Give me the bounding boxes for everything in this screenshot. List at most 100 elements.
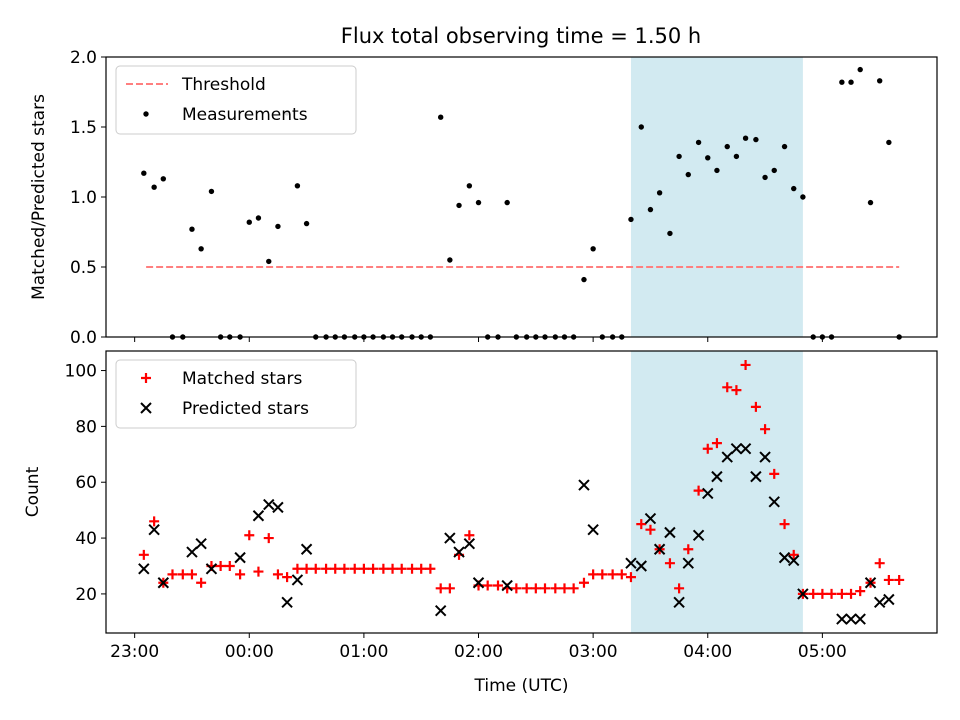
y-tick-label: 0.0: [70, 328, 97, 348]
legend: Threshold Measurements: [115, 65, 357, 135]
matched-star-point: [636, 519, 647, 530]
predicted-star-point: [653, 543, 666, 555]
matched-star-point: [368, 563, 379, 574]
matched-star-point: [530, 583, 541, 594]
matched-star-point: [779, 519, 790, 530]
measurement-point: [705, 155, 711, 161]
measurement-point: [876, 78, 883, 84]
matched-star-point: [396, 563, 407, 574]
matched-star-point: [846, 588, 857, 599]
measurement-point: [742, 135, 749, 141]
matched-star-point: [702, 443, 713, 454]
predicted-star-point: [797, 588, 809, 600]
matched-star-point: [253, 566, 264, 577]
matched-star-point: [235, 569, 246, 580]
matched-star-point: [149, 516, 160, 527]
matched-star-point: [196, 577, 207, 588]
figure-title: Flux total observing time = 1.50 h: [341, 24, 701, 48]
measurement-point: [695, 139, 702, 146]
legend-label: Measurements: [182, 105, 308, 125]
predicted-star-point: [836, 613, 848, 625]
predicted-star-point: [234, 551, 246, 564]
measurement-point: [437, 114, 444, 120]
matched-star-point: [664, 558, 675, 569]
matched-star-point: [588, 569, 599, 580]
matched-star-point: [301, 563, 312, 574]
measurement-point: [886, 139, 892, 146]
measurement-point: [275, 223, 281, 230]
predicted-star-point: [750, 470, 762, 483]
matched-star-point: [349, 563, 360, 574]
predicted-star-point: [702, 487, 714, 500]
matched-star-point: [836, 588, 847, 599]
measurement-point: [839, 79, 845, 85]
predicted-star-point: [263, 498, 275, 511]
measurement-point: [647, 206, 654, 213]
measurement-point: [141, 170, 147, 176]
legend-matched-swatch: [141, 373, 151, 383]
predicted-star-point: [195, 537, 207, 550]
matched-star-point: [425, 563, 436, 574]
matched-star-point: [616, 569, 627, 580]
measurement-point: [581, 276, 587, 283]
predicted-star-point: [587, 523, 599, 536]
predicted-star-point: [300, 543, 313, 555]
predicted-star-point: [759, 451, 771, 463]
predicted-star-point: [252, 510, 265, 522]
y-axis-label: Count: [23, 466, 43, 517]
matched-star-point: [378, 563, 389, 574]
legend-measurement-swatch: [143, 111, 149, 117]
predicted-star-point: [788, 554, 800, 567]
predicted-star-point: [730, 443, 743, 455]
legend-box: [115, 359, 357, 429]
legend-label: Threshold: [181, 75, 266, 95]
predicted-star-point: [635, 560, 647, 572]
matched-star-point: [788, 549, 799, 560]
matched-star-point: [464, 530, 475, 541]
matched-star-point: [387, 563, 398, 574]
predicted-star-point: [673, 596, 685, 608]
matched-star-point: [607, 569, 618, 580]
predicted-star-point: [845, 613, 857, 625]
matched-star-point: [855, 586, 866, 597]
y-tick-label: 1.0: [70, 188, 97, 208]
predicted-star-point: [711, 470, 723, 483]
matched-star-point: [186, 569, 197, 580]
predicted-star-point: [721, 451, 733, 463]
predicted-star-point: [578, 479, 590, 491]
matched-star-point: [683, 544, 694, 555]
y-tick-label: 60: [75, 473, 97, 493]
matched-star-point: [167, 569, 178, 580]
predicted-star-point: [625, 557, 637, 569]
matched-star-point: [272, 569, 283, 580]
matched-star-point: [444, 583, 455, 594]
matched-star-point: [282, 572, 293, 583]
measurement-point: [628, 216, 634, 223]
x-tick-label: 23:00: [110, 642, 159, 662]
predicted-star-point: [778, 551, 791, 564]
matched-star-point: [883, 574, 894, 585]
matched-star-point: [330, 563, 341, 574]
matched-star-point: [826, 588, 837, 599]
y-tick-label: 0.5: [70, 258, 97, 278]
predicted-star-point: [148, 523, 160, 536]
x-axis-label: Time (UTC): [474, 676, 569, 696]
matched-star-point: [539, 583, 550, 594]
predicted-star-point: [864, 577, 877, 589]
matched-star-point: [808, 588, 819, 599]
matched-star-point: [138, 549, 149, 560]
matched-star-point: [760, 424, 771, 435]
y-tick-label: 40: [75, 529, 97, 549]
matched-star-point: [358, 563, 369, 574]
x-tick-label: 03:00: [569, 642, 618, 662]
measurement-point: [294, 183, 301, 189]
axes-frame: [105, 350, 938, 634]
measurement-point: [857, 66, 863, 73]
measurement-point: [246, 219, 252, 225]
y-tick-label: 1.5: [70, 118, 97, 138]
y-tick-label: 20: [75, 585, 97, 605]
measurement-point: [848, 79, 854, 85]
matched-star-point: [559, 583, 570, 594]
measurement-point: [266, 258, 272, 265]
